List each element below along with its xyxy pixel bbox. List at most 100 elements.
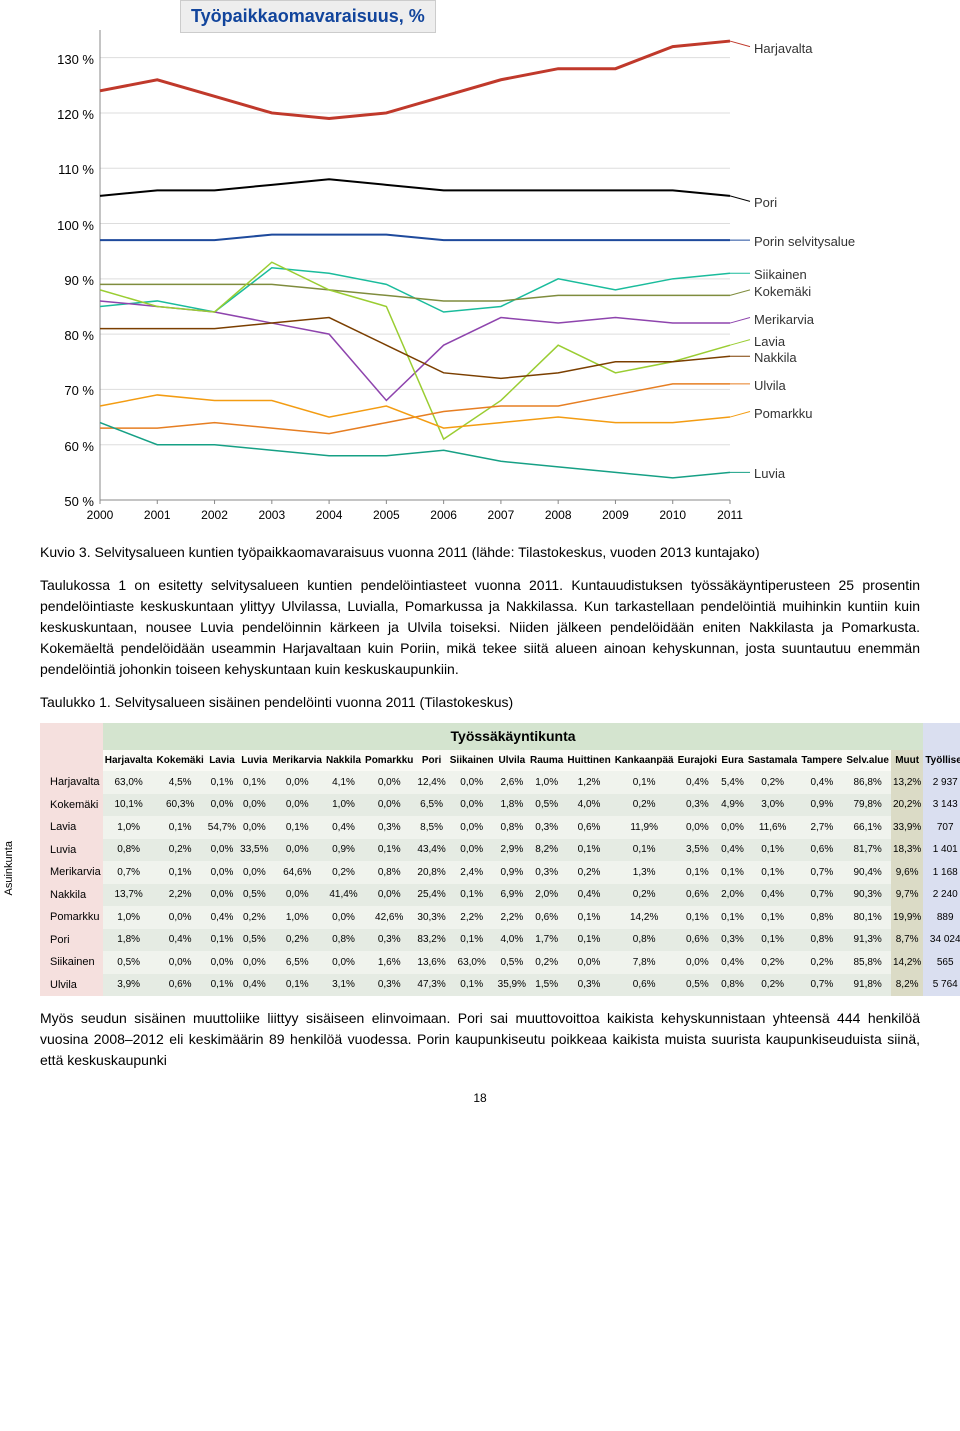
table-cell: 1,5% <box>528 974 565 997</box>
table-cell: 83,2% <box>415 929 447 952</box>
table-cell: 34 024 <box>923 929 960 952</box>
table-cell: 0,4% <box>719 839 746 862</box>
table-cell: 1,8% <box>496 794 528 817</box>
table-cell: 14,2% <box>891 951 923 974</box>
table-cell: 0,0% <box>676 951 719 974</box>
table-cell: 0,1% <box>719 861 746 884</box>
table-cell: 0,0% <box>448 771 496 794</box>
table-cell: 0,3% <box>719 929 746 952</box>
table-cell: 2 937 <box>923 771 960 794</box>
table-cell: 42,6% <box>363 906 415 929</box>
table-cell: 0,0% <box>206 839 238 862</box>
table-cell: 0,2% <box>613 884 676 907</box>
table-cell: 1,3% <box>613 861 676 884</box>
table-cell: 0,0% <box>271 884 324 907</box>
table-cell: 0,3% <box>363 816 415 839</box>
table-cell: 8,2% <box>891 974 923 997</box>
table-cell: 707 <box>923 816 960 839</box>
table-cell: 0,1% <box>155 861 206 884</box>
y-axis-label: 120 % <box>44 105 94 125</box>
table-cell: 0,2% <box>565 861 612 884</box>
table-column-header: Sastamala <box>746 750 799 771</box>
table-cell: 0,3% <box>676 794 719 817</box>
table-cell: 0,5% <box>676 974 719 997</box>
table-column-header: Tampere <box>799 750 844 771</box>
table-row-label: Luvia <box>40 839 103 862</box>
table-cell: 91,3% <box>844 929 891 952</box>
x-axis-label: 2011 <box>710 506 750 524</box>
table-cell: 0,1% <box>676 861 719 884</box>
table-cell: 0,0% <box>676 816 719 839</box>
table-cell: 8,7% <box>891 929 923 952</box>
table-cell: 0,1% <box>238 771 270 794</box>
x-axis-label: 2002 <box>195 506 235 524</box>
table-cell: 9,6% <box>891 861 923 884</box>
table-cell: 1,0% <box>103 816 155 839</box>
table-cell: 1,0% <box>324 794 363 817</box>
table-column-header: Kokemäki <box>155 750 206 771</box>
table-cell: 0,6% <box>565 816 612 839</box>
series-label-Nakkila: Nakkila <box>754 348 797 368</box>
table-cell: 0,8% <box>613 929 676 952</box>
table-cell: 0,8% <box>103 839 155 862</box>
table-column-header: Pomarkku <box>363 750 415 771</box>
x-axis-label: 2003 <box>252 506 292 524</box>
table-cell: 0,1% <box>676 906 719 929</box>
table-cell: 1 168 <box>923 861 960 884</box>
table-cell: 0,1% <box>746 906 799 929</box>
table-cell: 0,1% <box>719 906 746 929</box>
table-cell: 0,9% <box>799 794 844 817</box>
table-cell: 0,3% <box>528 861 565 884</box>
table-row-label: Merikarvia <box>40 861 103 884</box>
table-cell: 0,9% <box>496 861 528 884</box>
table-column-header: Pori <box>415 750 447 771</box>
table-cell: 0,5% <box>496 951 528 974</box>
table-cell: 0,3% <box>363 929 415 952</box>
table-cell: 0,3% <box>363 974 415 997</box>
series-label-Pori: Pori <box>754 193 777 213</box>
table-cell: 5 764 <box>923 974 960 997</box>
y-axis-label: 60 % <box>44 437 94 457</box>
table-cell: 0,1% <box>206 929 238 952</box>
table-cell: 7,8% <box>613 951 676 974</box>
table-column-header: Ulvila <box>496 750 528 771</box>
table-cell: 0,4% <box>238 974 270 997</box>
table-row-label: Pori <box>40 929 103 952</box>
table-cell: 0,0% <box>448 794 496 817</box>
table-cell: 0,1% <box>206 771 238 794</box>
y-axis-label: 90 % <box>44 271 94 291</box>
table-cell: 13,7% <box>103 884 155 907</box>
table-cell: 0,6% <box>528 906 565 929</box>
y-axis-label: 100 % <box>44 216 94 236</box>
table-cell: 85,8% <box>844 951 891 974</box>
table-cell: 20,8% <box>415 861 447 884</box>
table-cell: 30,3% <box>415 906 447 929</box>
table-cell: 12,4% <box>415 771 447 794</box>
table-cell: 0,0% <box>271 771 324 794</box>
series-label-Luvia: Luvia <box>754 464 785 484</box>
table-cell: 0,4% <box>206 906 238 929</box>
y-axis-label: 70 % <box>44 381 94 401</box>
table-row-label: Harjavalta <box>40 771 103 794</box>
table-cell: 4,5% <box>155 771 206 794</box>
table-cell: 0,0% <box>363 771 415 794</box>
table-cell: 0,2% <box>746 771 799 794</box>
table-column-header: Muut <box>891 750 923 771</box>
table-cell: 0,0% <box>363 794 415 817</box>
table-cell: 8,2% <box>528 839 565 862</box>
table-cell: 3,1% <box>324 974 363 997</box>
table-cell: 18,3% <box>891 839 923 862</box>
table-cell: 66,1% <box>844 816 891 839</box>
series-Lavia <box>100 262 730 439</box>
table-cell: 0,2% <box>613 794 676 817</box>
table-cell: 0,2% <box>155 839 206 862</box>
table-row-label: Ulvila <box>40 974 103 997</box>
table-row-label: Kokemäki <box>40 794 103 817</box>
table-cell: 0,8% <box>719 974 746 997</box>
body-paragraph-1: Taulukossa 1 on esitetty selvitysalueen … <box>40 575 920 680</box>
table-cell: 79,8% <box>844 794 891 817</box>
table-cell: 2,0% <box>528 884 565 907</box>
table-cell: 1,7% <box>528 929 565 952</box>
figure-caption: Kuvio 3. Selvitysalueen kuntien työpaikk… <box>40 542 920 563</box>
table-cell: 0,1% <box>206 974 238 997</box>
